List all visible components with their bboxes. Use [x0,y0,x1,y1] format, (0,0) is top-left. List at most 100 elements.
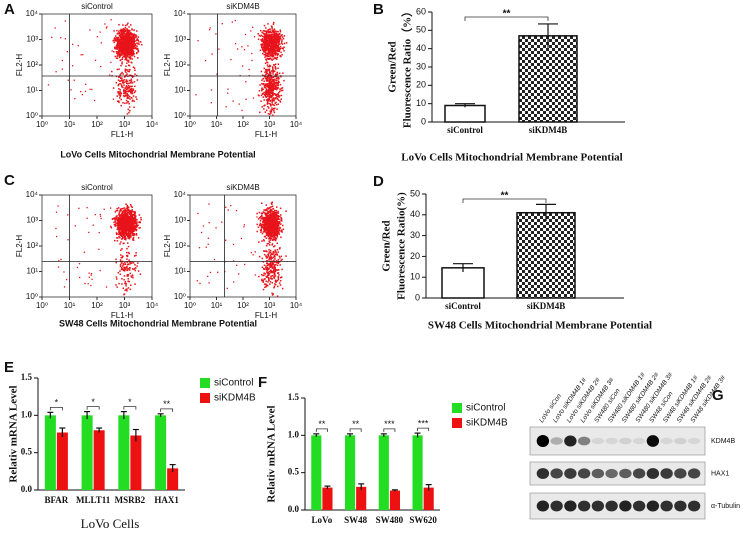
cell-dot [65,38,66,39]
cell-dot [256,216,257,217]
cell-dot [116,51,118,53]
cell-dot [256,231,258,233]
cell-dot [119,270,121,272]
cell-dot [127,51,129,53]
bar [94,430,105,490]
cell-dot [60,37,61,38]
cell-dot [278,228,280,230]
cell-dot [280,284,282,286]
cell-dot [123,93,125,95]
cell-dot [277,88,279,90]
cell-dot [129,37,131,39]
cell-dot [131,233,133,235]
cell-dot [261,46,263,48]
cell-dot [127,242,128,244]
cell-dot [131,28,133,30]
cell-dot [270,96,272,98]
cell-dot [113,51,115,53]
bar [445,106,485,123]
cell-dot [270,255,272,257]
cell-dot [280,217,282,219]
cell-dot [126,73,128,75]
cell-dot [272,68,274,70]
cell-dot [135,270,137,272]
cell-dot [118,32,120,34]
cell-dot [115,216,117,218]
cell-dot [262,280,264,282]
cell-dot [275,54,277,56]
cell-dot [118,49,120,51]
cell-dot [276,96,278,98]
cell-dot [123,207,125,209]
cell-dot [118,84,120,86]
cell-dot [273,31,275,33]
blot-band [550,501,562,512]
cell-dot [261,45,263,47]
cell-dot [280,208,282,210]
cell-dot [272,99,274,101]
cell-dot [253,97,254,98]
y-tick-label: 1.5 [21,372,33,382]
cell-dot [98,249,99,250]
cell-dot [272,208,274,210]
cell-dot [135,96,137,98]
cell-dot [126,222,128,224]
cell-dot [124,262,126,264]
cell-dot [267,281,269,283]
cell-dot [118,94,120,96]
cell-dot [265,213,267,215]
cell-dot [131,97,133,99]
cell-dot [268,272,270,274]
cell-dot [277,249,279,251]
cell-dot [264,222,266,224]
cell-dot [264,219,266,221]
cell-dot [269,65,271,67]
cell-dot [67,239,68,240]
cell-dot [118,54,120,56]
blot-band [674,468,686,478]
cell-dot [138,41,140,43]
cell-dot [135,225,137,227]
cell-dot [124,235,126,237]
blot-band [605,438,617,444]
cell-dot [281,39,283,41]
cell-dot [267,267,269,269]
cell-dot [138,270,140,272]
cell-dot [262,96,264,98]
cell-dot [270,259,272,261]
cell-dot [268,113,270,115]
bar [519,36,577,122]
cell-dot [123,46,125,48]
cell-dot [131,225,133,227]
x-tick-label: LoVo [312,515,333,525]
cell-dot [272,229,274,231]
cell-dot [75,225,76,226]
cell-dot [127,97,129,99]
cell-dot [279,256,281,258]
x-tick-label: siControl [447,125,483,135]
x-tick-label: 10⁴ [290,301,303,310]
cell-dot [125,37,127,39]
significance-label: ** [503,9,511,20]
cell-dot [195,94,196,95]
cell-dot [266,39,268,41]
cell-dot [272,83,274,85]
x-tick-label: 10⁰ [36,301,48,310]
significance-label: * [91,397,95,407]
blot-band [647,435,659,447]
cell-dot [197,280,198,281]
cell-dot [120,241,122,243]
cell-dot [124,35,126,37]
cell-dot [122,87,124,89]
cell-dot [225,207,226,208]
cell-dot [116,276,118,278]
cell-dot [251,60,252,61]
cell-dot [269,100,271,102]
cell-dot [270,236,272,238]
cell-dot [260,30,262,32]
cell-dot [265,283,267,285]
cell-dot [120,259,122,261]
cell-dot [134,92,136,94]
y-axis-label: FL2-H [15,235,24,257]
cell-dot [67,51,68,52]
